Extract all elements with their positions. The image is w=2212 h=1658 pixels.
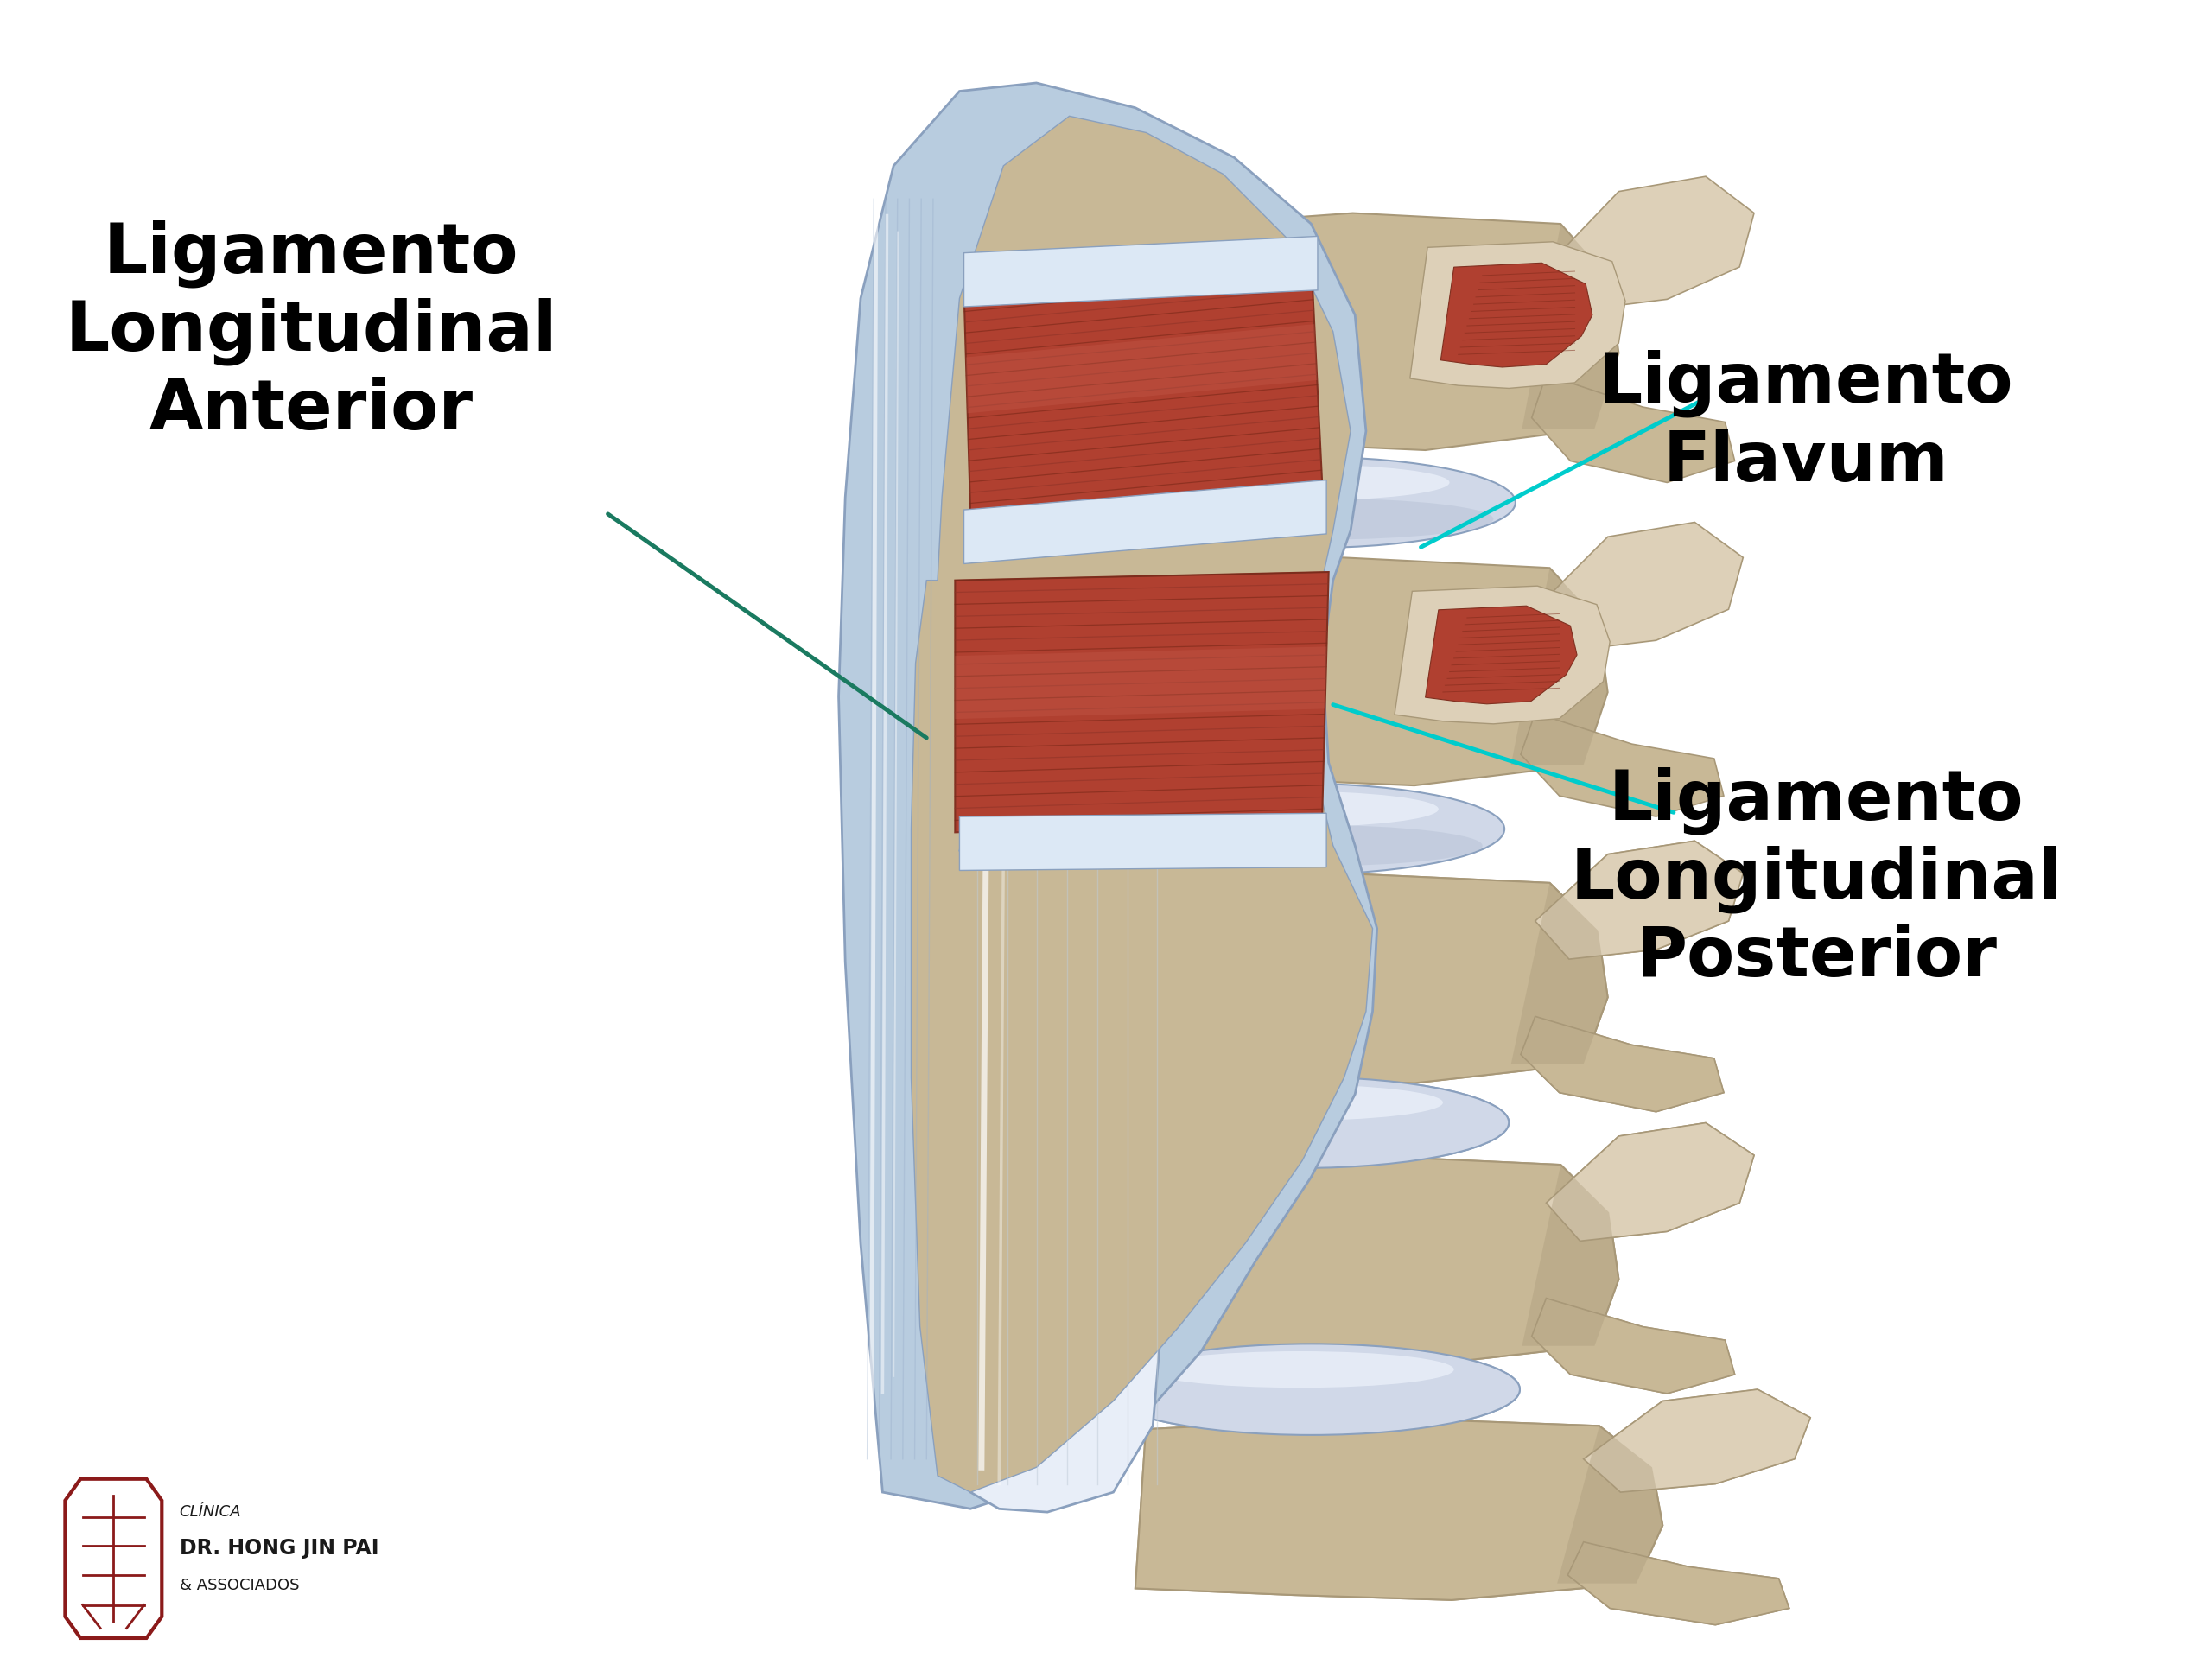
Polygon shape xyxy=(1135,212,1619,449)
Text: CLÍNICA: CLÍNICA xyxy=(179,1504,241,1520)
Polygon shape xyxy=(1535,522,1743,652)
Polygon shape xyxy=(964,237,1318,307)
Polygon shape xyxy=(838,83,1378,1509)
Polygon shape xyxy=(64,1479,161,1638)
Polygon shape xyxy=(1557,1426,1663,1583)
Ellipse shape xyxy=(1135,1084,1442,1121)
Polygon shape xyxy=(1511,882,1608,1064)
Polygon shape xyxy=(1124,557,1608,786)
Polygon shape xyxy=(1522,1164,1619,1346)
Ellipse shape xyxy=(1135,1119,1486,1161)
Ellipse shape xyxy=(1097,456,1515,547)
Polygon shape xyxy=(1522,1164,1619,1346)
Polygon shape xyxy=(1520,713,1723,817)
Polygon shape xyxy=(1409,242,1626,388)
Polygon shape xyxy=(1511,567,1608,764)
Polygon shape xyxy=(1546,1122,1754,1240)
Polygon shape xyxy=(1511,882,1608,1064)
Ellipse shape xyxy=(1146,1351,1453,1388)
Polygon shape xyxy=(1522,224,1619,428)
Polygon shape xyxy=(1535,841,1743,958)
Polygon shape xyxy=(1394,585,1610,725)
Ellipse shape xyxy=(1130,791,1438,827)
Polygon shape xyxy=(964,481,1327,564)
Polygon shape xyxy=(964,257,1323,514)
Polygon shape xyxy=(911,116,1374,1492)
Ellipse shape xyxy=(1091,1078,1509,1169)
Polygon shape xyxy=(1440,264,1593,366)
Polygon shape xyxy=(956,572,1329,832)
Polygon shape xyxy=(1531,375,1734,482)
Polygon shape xyxy=(1584,1389,1809,1492)
Polygon shape xyxy=(1535,841,1743,958)
Ellipse shape xyxy=(1141,497,1493,541)
Ellipse shape xyxy=(1130,826,1482,865)
Polygon shape xyxy=(1531,1298,1734,1393)
Ellipse shape xyxy=(1102,1343,1520,1436)
Text: Ligamento
Longitudinal
Anterior: Ligamento Longitudinal Anterior xyxy=(64,219,557,444)
Polygon shape xyxy=(960,812,1175,1512)
Polygon shape xyxy=(1557,1426,1663,1583)
Polygon shape xyxy=(1568,1542,1790,1625)
Polygon shape xyxy=(1568,1542,1790,1625)
Ellipse shape xyxy=(1102,1343,1520,1436)
Text: Ligamento
Longitudinal
Posterior: Ligamento Longitudinal Posterior xyxy=(1571,766,2062,991)
Polygon shape xyxy=(1584,1389,1809,1492)
Polygon shape xyxy=(1135,1418,1663,1600)
Polygon shape xyxy=(1546,1122,1754,1240)
Polygon shape xyxy=(1546,176,1754,310)
Polygon shape xyxy=(956,647,1327,720)
Text: Ligamento
Flavum: Ligamento Flavum xyxy=(1597,350,2013,496)
Polygon shape xyxy=(1520,1016,1723,1111)
Polygon shape xyxy=(1425,605,1577,705)
Polygon shape xyxy=(1135,1418,1663,1600)
Polygon shape xyxy=(1135,1156,1619,1365)
Polygon shape xyxy=(1124,874,1608,1083)
Polygon shape xyxy=(1531,1298,1734,1393)
Text: DR. HONG JIN PAI: DR. HONG JIN PAI xyxy=(179,1539,378,1559)
Ellipse shape xyxy=(1141,464,1449,501)
Polygon shape xyxy=(1135,1156,1619,1365)
Polygon shape xyxy=(960,796,1168,862)
Polygon shape xyxy=(960,814,1327,870)
Text: & ASSOCIADOS: & ASSOCIADOS xyxy=(179,1577,299,1593)
Ellipse shape xyxy=(1146,1351,1453,1388)
Ellipse shape xyxy=(1086,783,1504,875)
Ellipse shape xyxy=(1135,1084,1442,1121)
Ellipse shape xyxy=(1091,1078,1509,1169)
Polygon shape xyxy=(967,325,1316,413)
Polygon shape xyxy=(1124,874,1608,1083)
Polygon shape xyxy=(1520,1016,1723,1111)
Ellipse shape xyxy=(1146,1386,1498,1426)
